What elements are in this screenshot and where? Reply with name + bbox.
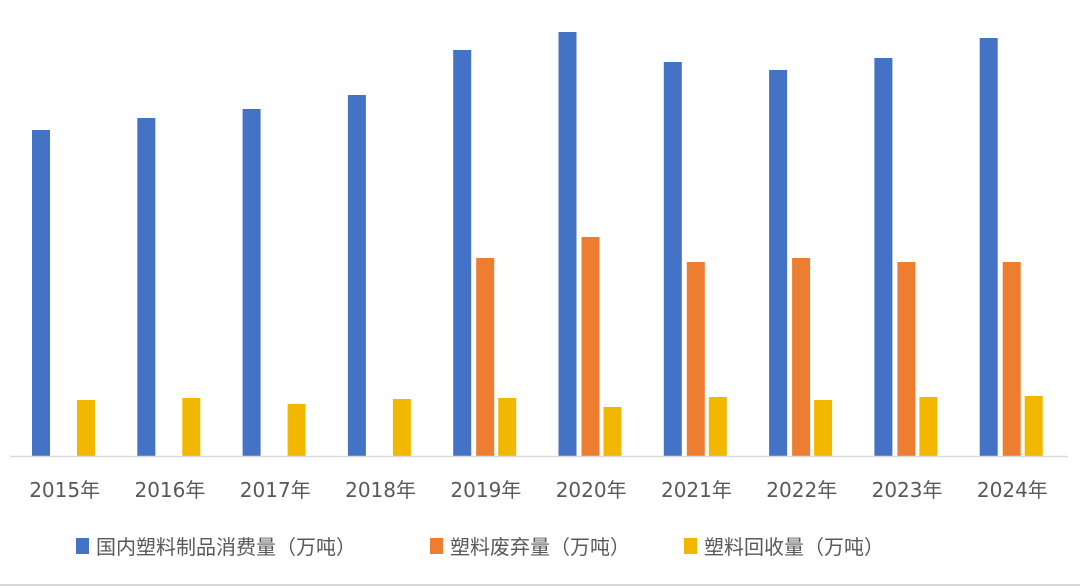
x-tick-label: 2017年 — [240, 478, 311, 502]
bar-0-2024年 — [979, 38, 998, 456]
x-tick-label: 2015年 — [29, 478, 100, 502]
legend-swatch — [684, 538, 697, 554]
legend-label: 塑料回收量（万吨） — [704, 535, 884, 559]
bar-2-2022年 — [814, 400, 833, 456]
bar-2-2020年 — [603, 407, 622, 456]
bar-2-2019年 — [498, 398, 517, 456]
bar-2-2023年 — [919, 397, 938, 456]
x-tick-label: 2016年 — [134, 478, 205, 502]
bar-0-2015年 — [32, 130, 50, 456]
bar-1-2023年 — [897, 262, 916, 456]
bar-0-2018年 — [347, 95, 366, 456]
bar-1-2024年 — [1002, 262, 1021, 456]
x-tick-label: 2023年 — [872, 478, 943, 502]
legend-label: 塑料废弃量（万吨） — [450, 535, 630, 559]
bar-0-2022年 — [769, 70, 788, 456]
bar-2-2015年 — [77, 400, 95, 456]
legend-swatch — [430, 538, 443, 554]
bar-0-2019年 — [453, 50, 472, 456]
bar-1-2022年 — [792, 258, 811, 456]
bar-0-2016年 — [137, 118, 156, 456]
bar-2-2021年 — [708, 397, 727, 456]
legend-swatch — [76, 538, 89, 554]
bar-2-2017年 — [287, 404, 306, 456]
x-tick-label: 2022年 — [766, 478, 837, 502]
x-tick-label: 2020年 — [556, 478, 627, 502]
bar-2-2024年 — [1024, 396, 1043, 456]
bar-1-2019年 — [476, 258, 495, 456]
bar-0-2017年 — [242, 109, 261, 456]
bar-1-2021年 — [686, 262, 705, 456]
bar-2-2018年 — [392, 399, 411, 456]
bar-0-2023年 — [874, 58, 893, 456]
bar-2-2016年 — [182, 398, 201, 456]
bar-1-2020年 — [581, 237, 600, 456]
bar-0-2021年 — [663, 62, 682, 456]
x-tick-label: 2024年 — [977, 478, 1048, 502]
legend-label: 国内塑料制品消费量（万吨） — [96, 535, 356, 559]
x-tick-label: 2018年 — [345, 478, 416, 502]
x-tick-label: 2019年 — [450, 478, 521, 502]
bar-0-2020年 — [558, 32, 577, 456]
x-tick-label: 2021年 — [661, 478, 732, 502]
